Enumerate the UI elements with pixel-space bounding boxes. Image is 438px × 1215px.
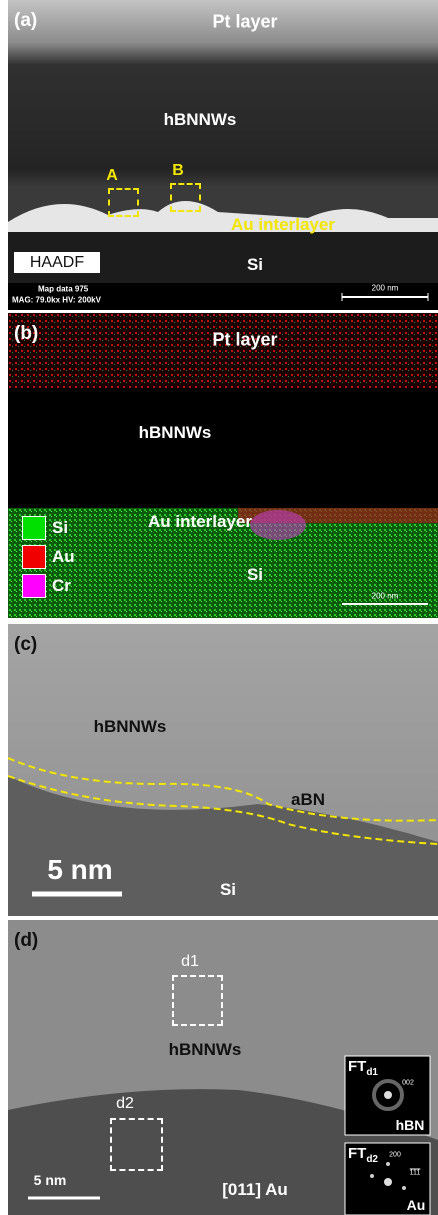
box-label: A bbox=[106, 167, 118, 185]
layer-label: Pt layer bbox=[212, 12, 277, 33]
layer-label: hBNNWs bbox=[139, 423, 212, 443]
layer-label: Si bbox=[247, 255, 263, 275]
scale-label: 200 nm bbox=[372, 284, 399, 293]
layer-label: hBNNWs bbox=[169, 1040, 242, 1060]
layer-label: Pt layer bbox=[212, 330, 277, 351]
legend-label: Au bbox=[52, 547, 75, 567]
inset-subscript: d2 bbox=[366, 1154, 378, 1165]
panel-d: (d) d1 hBNNWs d2 [011] Au 5 nm FTd1 002 … bbox=[8, 920, 438, 1215]
box-label: d1 bbox=[181, 953, 199, 971]
layer-label: [011] Au bbox=[222, 1180, 288, 1200]
roi-box bbox=[108, 188, 139, 217]
layer-label: hBNNWs bbox=[94, 717, 167, 737]
layer-label: hBNNWs bbox=[164, 110, 237, 130]
inset-title: FTd1 bbox=[348, 1058, 378, 1078]
detector-label: HAADF bbox=[14, 252, 100, 273]
legend-swatch bbox=[22, 516, 46, 540]
inset-subscript: d1 bbox=[366, 1067, 378, 1078]
legend-swatch bbox=[22, 574, 46, 598]
roi-box bbox=[170, 183, 201, 212]
inset-title-text: FT bbox=[348, 1145, 366, 1162]
inset-title: FTd2 bbox=[348, 1145, 378, 1165]
layer-label: Si bbox=[247, 565, 263, 585]
phase-label: hBN bbox=[396, 1117, 425, 1133]
box-label: d2 bbox=[116, 1095, 134, 1113]
layer-label: Au interlayer bbox=[148, 512, 252, 532]
info-text: MAG: 79.0kx HV: 200kV bbox=[12, 296, 101, 305]
panel-b-image bbox=[8, 313, 438, 618]
layer-label: Au interlayer bbox=[231, 215, 335, 235]
panel-label: (b) bbox=[14, 323, 38, 345]
info-text: Map data 975 bbox=[38, 285, 88, 294]
legend-label: Si bbox=[52, 518, 68, 538]
panel-a: (a) Pt layer hBNNWs A B Au interlayer HA… bbox=[8, 0, 438, 310]
inset-title-text: FT bbox=[348, 1058, 366, 1075]
panel-b: (b) Pt layer hBNNWs Au interlayer Si Si … bbox=[8, 313, 438, 618]
phase-label: Au bbox=[407, 1197, 426, 1213]
panel-c: (c) hBNNWs aBN 5 nm Si bbox=[8, 624, 438, 916]
scale-label: 5 nm bbox=[47, 854, 112, 886]
box-label: B bbox=[172, 162, 184, 180]
roi-box bbox=[172, 975, 223, 1026]
legend-label: Cr bbox=[52, 576, 71, 596]
scale-label: 5 nm bbox=[34, 1172, 67, 1188]
layer-label: Si bbox=[220, 880, 236, 900]
scale-label: 200 nm bbox=[372, 592, 399, 601]
spot-label: 111 bbox=[410, 1170, 421, 1177]
figure: (a) Pt layer hBNNWs A B Au interlayer HA… bbox=[0, 0, 438, 1215]
spot-label: 002 bbox=[402, 1080, 414, 1087]
roi-box bbox=[110, 1118, 163, 1171]
legend-swatch bbox=[22, 545, 46, 569]
panel-label: (c) bbox=[14, 634, 37, 656]
panel-label: (a) bbox=[14, 10, 37, 32]
spot-label: 200 bbox=[389, 1152, 401, 1159]
panel-label: (d) bbox=[14, 930, 38, 952]
layer-label: aBN bbox=[291, 790, 325, 810]
